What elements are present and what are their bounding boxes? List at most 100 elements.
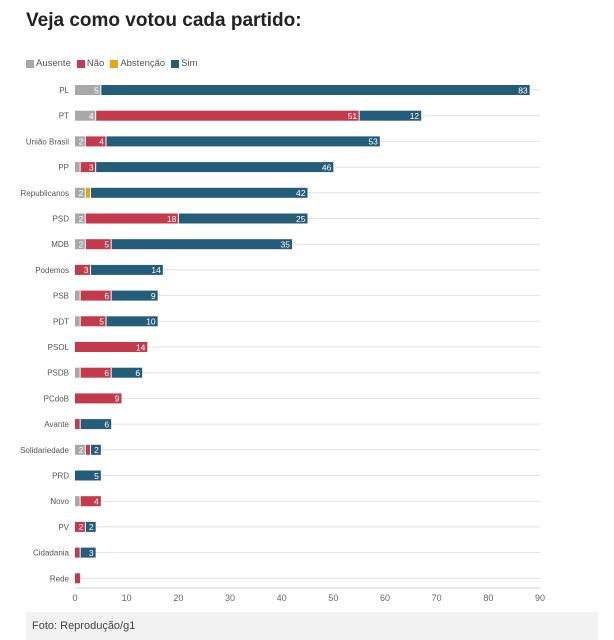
bar-solidariedade-sim xyxy=(90,444,101,455)
bar-solidariedade-nao xyxy=(85,444,91,455)
bar-mdb-nao xyxy=(85,239,112,250)
data-label-uniao-brasil-ausente: 2 xyxy=(79,137,84,147)
data-label-pp-sim: 46 xyxy=(322,162,332,172)
category-label-pl: PL xyxy=(59,86,69,95)
legend-item-sim: Sim xyxy=(171,58,198,69)
bar-pp-ausente xyxy=(75,162,81,173)
legend-label-abstencao: Abstenção xyxy=(120,58,166,69)
category-label-novo: Novo xyxy=(50,497,69,506)
legend-swatch-abstencao xyxy=(110,59,119,68)
data-label-pt-nao: 51 xyxy=(348,111,358,121)
bar-republicanos-sim xyxy=(90,187,308,198)
legend-label-ausente: Ausente xyxy=(36,58,71,69)
photo-credit: Foto: Reprodução/g1 xyxy=(26,612,598,640)
bar-uniao-brasil-ausente xyxy=(75,136,86,147)
x-tick-label-80: 80 xyxy=(483,593,493,603)
data-label-pt-sim: 12 xyxy=(410,111,420,121)
bar-psol-nao xyxy=(75,342,148,352)
bar-pdt-ausente xyxy=(75,316,81,327)
bar-pt-nao xyxy=(95,110,360,121)
x-tick-label-50: 50 xyxy=(328,593,338,603)
bar-republicanos-ausente xyxy=(75,187,86,198)
bar-podemos-nao xyxy=(75,264,91,275)
bar-uniao-brasil-sim xyxy=(106,136,380,147)
bar-mdb-sim xyxy=(111,239,293,250)
x-tick-label-90: 90 xyxy=(535,593,545,603)
bar-psb-ausente xyxy=(75,290,81,301)
data-label-psd-ausente: 2 xyxy=(79,214,84,224)
category-label-pt: PT xyxy=(59,112,69,121)
x-tick-label-20: 20 xyxy=(173,593,183,603)
data-label-solidariedade-sim: 2 xyxy=(94,445,99,455)
bar-prd-sim xyxy=(75,470,101,481)
bar-cidadania-sim xyxy=(80,547,96,558)
data-label-uniao-brasil-sim: 53 xyxy=(368,137,378,147)
bar-avante-nao xyxy=(75,419,81,430)
data-label-psd-sim: 25 xyxy=(296,214,306,224)
x-tick-label-70: 70 xyxy=(432,593,442,603)
bar-pv-sim xyxy=(85,521,96,532)
data-label-pdt-sim: 10 xyxy=(146,317,156,327)
bar-uniao-brasil-nao xyxy=(85,136,106,147)
legend-label-sim: Sim xyxy=(181,58,198,69)
data-label-pcdob-nao: 9 xyxy=(115,394,120,404)
bar-psdb-nao xyxy=(80,367,112,378)
category-label-mdb: MDB xyxy=(51,240,69,249)
category-label-prd: PRD xyxy=(52,472,69,481)
chart-title: Veja como votou cada partido: xyxy=(26,10,302,31)
category-label-avante: Avante xyxy=(44,420,69,429)
bar-rede-nao xyxy=(75,573,81,584)
category-label-psol: PSOL xyxy=(48,343,70,352)
bar-podemos-sim xyxy=(90,264,163,275)
data-label-avante-sim: 6 xyxy=(104,419,109,429)
data-label-psb-sim: 9 xyxy=(151,291,156,301)
category-label-republicanos: Republicanos xyxy=(21,189,69,198)
stacked-bar-chart: 0 10 20 30 40 50 60 70 80 90 PL 5 83 PT 4 51 12 União Bra… xyxy=(20,85,545,603)
x-tick-label-40: 40 xyxy=(277,593,287,603)
x-tick-label-60: 60 xyxy=(380,593,390,603)
data-label-novo-nao: 4 xyxy=(94,497,99,507)
data-label-podemos-nao: 3 xyxy=(84,265,89,275)
data-label-republicanos-ausente: 2 xyxy=(79,188,84,198)
bar-psdb-sim xyxy=(111,367,143,378)
bar-novo-nao xyxy=(80,496,101,507)
category-label-rede: Rede xyxy=(50,574,70,583)
bar-avante-sim xyxy=(80,419,112,430)
bar-pv-nao xyxy=(75,521,86,532)
category-label-solidariedade: Solidariedade xyxy=(20,446,69,455)
legend-item-abstencao: Abstenção xyxy=(110,58,165,69)
legend-swatch-nao xyxy=(76,59,85,68)
bar-pdt-sim xyxy=(106,316,158,327)
bar-cidadania-nao xyxy=(75,547,81,558)
data-label-psb-nao: 6 xyxy=(104,291,109,301)
bar-pl-ausente xyxy=(75,85,101,95)
bar-republicanos-abstencao xyxy=(85,187,91,198)
data-label-pp-nao: 3 xyxy=(89,162,94,172)
category-label-pdt: PDT xyxy=(53,317,69,326)
category-label-psb: PSB xyxy=(53,292,69,301)
legend-swatch-ausente xyxy=(26,59,34,68)
bar-novo-ausente xyxy=(75,496,81,507)
legend-swatch-sim xyxy=(171,59,180,68)
data-label-pt-ausente: 4 xyxy=(89,111,94,121)
category-label-pv: PV xyxy=(58,523,69,532)
data-label-pv-nao: 2 xyxy=(79,522,84,532)
category-label-psdb: PSDB xyxy=(47,369,69,378)
bar-pdt-nao xyxy=(80,316,106,327)
data-label-psol-nao: 14 xyxy=(136,342,146,352)
data-label-psd-nao: 18 xyxy=(167,214,177,224)
bar-pp-nao xyxy=(80,162,96,173)
category-label-pp: PP xyxy=(58,163,69,172)
data-label-pl-ausente: 5 xyxy=(94,85,99,95)
chart-legend: Ausente Não Abstenção Sim xyxy=(26,58,198,69)
bar-pl-sim xyxy=(100,85,530,95)
category-label-pcdob: PCdoB xyxy=(44,394,69,403)
x-tick-label-10: 10 xyxy=(122,593,132,603)
legend-item-nao: Não xyxy=(76,58,104,69)
data-label-republicanos-sim: 42 xyxy=(296,188,306,198)
bar-psb-sim xyxy=(111,290,158,301)
x-tick-label-0: 0 xyxy=(72,593,77,603)
bar-pcdob-nao xyxy=(75,393,122,404)
bar-psd-ausente xyxy=(75,213,86,224)
data-label-solidariedade-ausente: 2 xyxy=(79,445,84,455)
